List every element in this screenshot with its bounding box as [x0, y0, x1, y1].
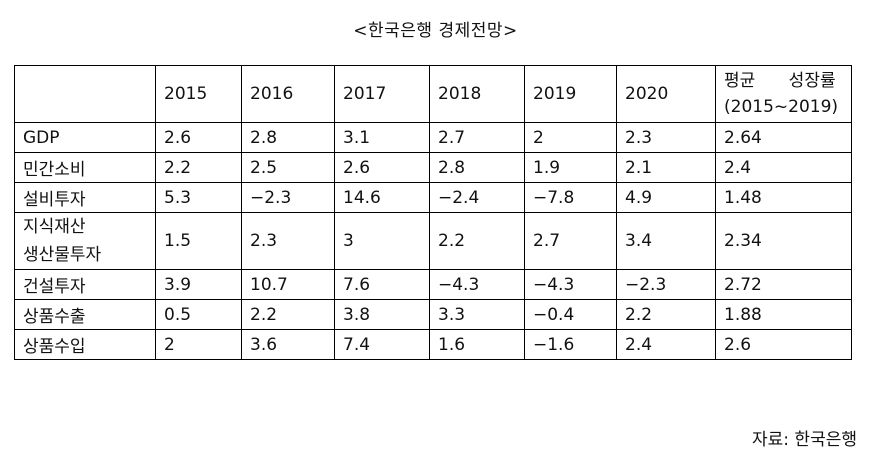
value-cell: 2: [524, 122, 617, 153]
row-label-line1: 지식재산: [23, 217, 86, 237]
value-cell: 2.5: [241, 152, 335, 183]
row-label: 지식재산 생산물투자: [14, 212, 156, 270]
value-cell: 1.6: [429, 329, 525, 360]
year-header-2018: 2018: [429, 65, 525, 123]
value-cell: 2.1: [616, 152, 716, 183]
value-cell: 2: [155, 329, 242, 360]
average-growth-header: 평균 성장률 (2015~2019): [715, 65, 852, 123]
value-cell: 1.9: [524, 152, 617, 183]
year-header-2019: 2019: [524, 65, 617, 123]
row-label: 설비투자: [14, 182, 156, 213]
year-header-2017: 2017: [334, 65, 430, 123]
table-row-goods-imports: 상품수입 2 3.6 7.4 1.6 −1.6 2.4 2.6: [14, 329, 852, 360]
value-cell: 2.4: [616, 329, 716, 360]
value-cell: 3.9: [155, 269, 242, 300]
value-cell: 2.6: [334, 152, 430, 183]
value-cell: 3.3: [429, 299, 525, 330]
value-cell: 2.7: [524, 212, 617, 270]
value-cell: 2.6: [155, 122, 242, 153]
value-cell: 3.1: [334, 122, 430, 153]
value-cell: 2.3: [616, 122, 716, 153]
value-cell: −4.3: [429, 269, 525, 300]
average-cell: 1.48: [715, 182, 852, 213]
average-cell: 2.6: [715, 329, 852, 360]
year-header-2020: 2020: [616, 65, 716, 123]
value-cell: −2.3: [241, 182, 335, 213]
value-cell: 0.5: [155, 299, 242, 330]
value-cell: −2.3: [616, 269, 716, 300]
average-growth-header-label: 평균 성장률: [724, 71, 836, 91]
corner-cell: [14, 65, 156, 123]
average-cell: 1.88: [715, 299, 852, 330]
header-row: 2015 2016 2017 2018 2019 2020 평균 성장률 (20…: [14, 65, 852, 123]
value-cell: 7.4: [334, 329, 430, 360]
value-cell: 2.2: [616, 299, 716, 330]
average-cell: 2.72: [715, 269, 852, 300]
value-cell: −1.6: [524, 329, 617, 360]
value-cell: 7.6: [334, 269, 430, 300]
table-title: <한국은행 경제전망>: [353, 21, 518, 41]
average-cell: 2.34: [715, 212, 852, 270]
value-cell: 14.6: [334, 182, 430, 213]
average-cell: 2.4: [715, 152, 852, 183]
row-label: 건설투자: [14, 269, 156, 300]
value-cell: 2.8: [429, 152, 525, 183]
value-cell: 2.3: [241, 212, 335, 270]
value-cell: 2.7: [429, 122, 525, 153]
value-cell: 2.2: [155, 152, 242, 183]
value-cell: −4.3: [524, 269, 617, 300]
source-note: 자료: 한국은행: [752, 430, 857, 450]
value-cell: 3: [334, 212, 430, 270]
value-cell: 3.4: [616, 212, 716, 270]
table-row-goods-exports: 상품수출 0.5 2.2 3.8 3.3 −0.4 2.2 1.88: [14, 299, 852, 330]
row-label-line2: 생산물투자: [23, 245, 102, 265]
row-label: GDP: [14, 122, 156, 153]
value-cell: 5.3: [155, 182, 242, 213]
average-growth-header-period: (2015~2019): [724, 97, 839, 117]
year-header-2015: 2015: [155, 65, 242, 123]
table-row-intellectual-property-investment: 지식재산 생산물투자 1.5 2.3 3 2.2 2.7 3.4 2.34: [14, 212, 852, 270]
value-cell: 2.2: [241, 299, 335, 330]
value-cell: 4.9: [616, 182, 716, 213]
average-cell: 2.64: [715, 122, 852, 153]
row-label: 민간소비: [14, 152, 156, 183]
value-cell: −7.8: [524, 182, 617, 213]
table-row-construction-investment: 건설투자 3.9 10.7 7.6 −4.3 −4.3 −2.3 2.72: [14, 269, 852, 300]
value-cell: 2.2: [429, 212, 525, 270]
value-cell: −0.4: [524, 299, 617, 330]
table-row-equipment-investment: 설비투자 5.3 −2.3 14.6 −2.4 −7.8 4.9 1.48: [14, 182, 852, 213]
row-label: 상품수출: [14, 299, 156, 330]
row-label: 상품수입: [14, 329, 156, 360]
value-cell: 3.6: [241, 329, 335, 360]
year-header-2016: 2016: [241, 65, 335, 123]
value-cell: 10.7: [241, 269, 335, 300]
value-cell: −2.4: [429, 182, 525, 213]
value-cell: 3.8: [334, 299, 430, 330]
table-row-gdp: GDP 2.6 2.8 3.1 2.7 2 2.3 2.64: [14, 122, 852, 153]
value-cell: 2.8: [241, 122, 335, 153]
economic-forecast-table: 2015 2016 2017 2018 2019 2020 평균 성장률 (20…: [14, 65, 852, 360]
value-cell: 1.5: [155, 212, 242, 270]
table-row-private-consumption: 민간소비 2.2 2.5 2.6 2.8 1.9 2.1 2.4: [14, 152, 852, 183]
